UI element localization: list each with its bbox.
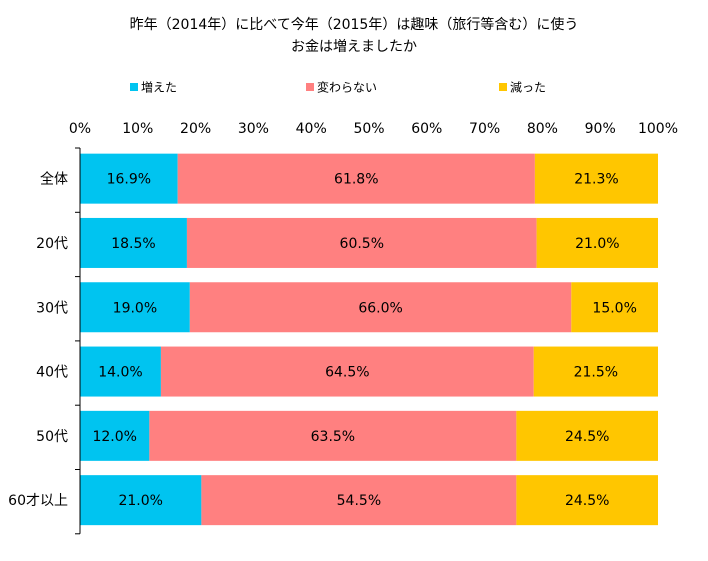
bar-segment-0: [80, 282, 190, 333]
x-tick-label: 80%: [527, 121, 558, 137]
x-tick-label: 70%: [469, 121, 500, 137]
category-label: 全体: [40, 171, 68, 188]
bar-segment-1: [189, 282, 572, 333]
data-label: 19.0%: [113, 300, 157, 316]
category-label: 50代: [36, 429, 68, 445]
bar-segment-0: [80, 217, 187, 268]
legend-swatch-0: [130, 83, 138, 91]
x-tick-label: 20%: [180, 121, 211, 137]
data-label: 21.0%: [118, 493, 162, 509]
data-label: 12.0%: [92, 429, 136, 445]
x-tick-label: 0%: [69, 121, 91, 137]
bar-segment-2: [571, 282, 658, 333]
data-label: 24.5%: [565, 429, 609, 445]
bar-segment-0: [80, 346, 161, 397]
data-label: 24.5%: [565, 493, 609, 509]
bar-segment-1: [201, 475, 517, 526]
x-tick-label: 90%: [585, 121, 616, 137]
bar-segment-1: [186, 217, 537, 268]
data-label: 21.3%: [574, 172, 618, 188]
data-label: 66.0%: [358, 300, 402, 316]
legend-label-1: 変わらない: [317, 80, 377, 95]
x-tick-label: 10%: [122, 121, 153, 137]
bar-segment-0: [80, 475, 202, 526]
data-label: 15.0%: [592, 300, 636, 316]
bar-segment-2: [516, 410, 658, 461]
data-label: 21.5%: [574, 365, 618, 381]
bar-segment-2: [536, 217, 658, 268]
legend: 増えた 変わらない 減った: [130, 80, 546, 95]
data-label: 63.5%: [311, 429, 355, 445]
legend-label-2: 減った: [510, 80, 546, 95]
x-tick-label: 40%: [296, 121, 327, 137]
data-label: 16.9%: [107, 172, 151, 188]
bar-segment-0: [80, 153, 178, 204]
x-axis-tick-labels: 0% 10% 20% 30% 40% 50% 60% 70% 80% 90% 100%: [69, 121, 678, 137]
y-axis: [75, 147, 81, 535]
data-label: 61.8%: [334, 172, 378, 188]
bar-segment-0: [80, 410, 150, 461]
legend-swatch-2: [499, 83, 507, 91]
bar-segment-2: [534, 153, 658, 204]
data-label: 21.0%: [575, 236, 619, 252]
category-label: 30代: [36, 300, 68, 316]
data-label: 60.5%: [340, 236, 384, 252]
x-tick-label: 50%: [353, 121, 384, 137]
data-label: 54.5%: [337, 493, 381, 509]
category-label: 60才以上: [8, 493, 68, 509]
bar-segment-2: [533, 346, 658, 397]
bars: 全体 16.9% 61.8% 21.3% 20代 18.5% 60.5% 21.0% 30代 19…: [8, 153, 658, 526]
x-tick-label: 100%: [638, 121, 678, 137]
chart-title-line-2: お金は増えましたか: [291, 39, 417, 55]
x-tick-label: 60%: [411, 121, 442, 137]
bar-segment-1: [177, 153, 535, 204]
bar-segment-1: [160, 346, 534, 397]
data-label: 14.0%: [98, 365, 142, 381]
x-tick-label: 30%: [238, 121, 269, 137]
bar-segment-1: [149, 410, 517, 461]
legend-label-0: 増えた: [141, 81, 177, 95]
category-label: 40代: [36, 365, 68, 381]
legend-swatch-1: [306, 83, 314, 91]
chart-title-line-1: 昨年（2014年）に比べて今年（2015年）は趣味（旅行等含む）に使う: [129, 17, 579, 33]
bar-segment-2: [516, 475, 658, 526]
data-label: 18.5%: [111, 236, 155, 252]
category-label: 20代: [36, 236, 68, 252]
data-label: 64.5%: [325, 365, 369, 381]
